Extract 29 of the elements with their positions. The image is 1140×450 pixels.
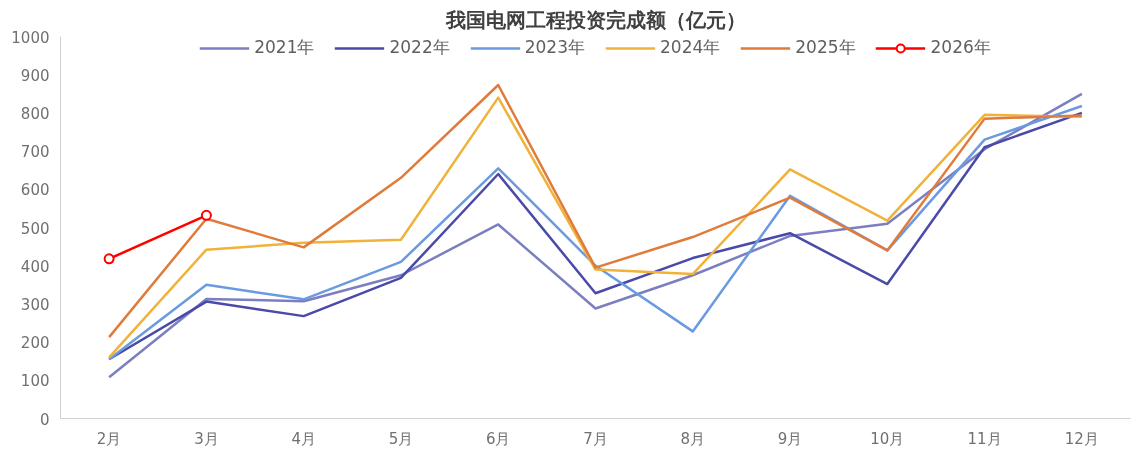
y-tick-label: 200 (20, 334, 50, 353)
y-tick-label: 0 (39, 410, 50, 429)
y-tick-label: 1000 (11, 28, 50, 47)
legend-label: 2022年 (389, 36, 450, 59)
x-tick-label: 7月 (583, 429, 608, 448)
legend-label: 2023年 (524, 36, 585, 59)
x-tick-label: 9月 (777, 429, 803, 448)
y-tick-label: 600 (20, 181, 50, 200)
x-tick-label: 12月 (1064, 429, 1099, 448)
y-tick-label: 300 (20, 295, 50, 314)
legend-label: 2026年 (930, 36, 991, 59)
x-tick-label: 2月 (96, 429, 122, 448)
x-tick-label: 11月 (967, 429, 1002, 448)
y-tick-label: 800 (20, 104, 50, 123)
legend-label: 2024年 (660, 36, 721, 59)
legend-label: 2025年 (795, 36, 856, 59)
x-tick-label: 6月 (485, 429, 511, 448)
y-tick-label: 100 (20, 372, 50, 391)
x-tick-label: 3月 (194, 429, 219, 448)
y-tick-label: 400 (20, 257, 50, 276)
x-tick-label: 10月 (870, 429, 905, 448)
y-tick-label: 900 (20, 66, 50, 85)
legend-label: 2021年 (254, 36, 315, 59)
y-tick-label: 700 (20, 143, 50, 162)
y-tick-label: 500 (20, 219, 50, 238)
x-tick-label: 8月 (680, 429, 706, 448)
chart-title: 我国电网工程投资完成额（亿元） (444, 7, 746, 32)
x-tick-label: 5月 (388, 429, 414, 448)
x-tick-label: 4月 (291, 429, 316, 448)
